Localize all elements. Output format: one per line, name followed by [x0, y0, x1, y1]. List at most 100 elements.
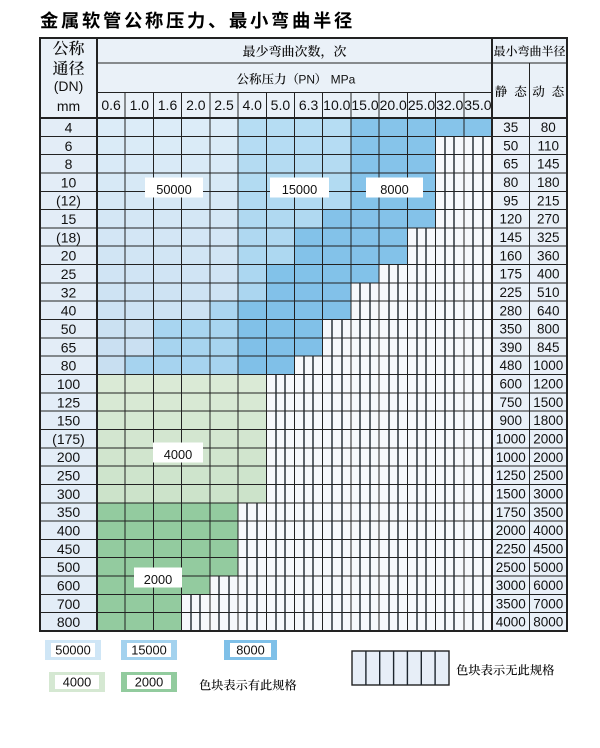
svg-text:2000: 2000: [533, 432, 563, 447]
svg-text:2.0: 2.0: [186, 97, 206, 113]
svg-text:1000: 1000: [533, 358, 563, 373]
svg-text:900: 900: [500, 413, 523, 428]
svg-text:750: 750: [500, 395, 523, 410]
svg-text:600: 600: [57, 578, 81, 594]
svg-text:0.6: 0.6: [101, 97, 121, 113]
svg-text:(18): (18): [56, 229, 81, 245]
svg-text:(175): (175): [52, 431, 85, 447]
svg-text:mm: mm: [57, 98, 80, 114]
svg-text:270: 270: [537, 212, 560, 227]
svg-text:300: 300: [57, 486, 81, 502]
svg-text:80: 80: [61, 358, 77, 374]
svg-text:8: 8: [65, 156, 73, 172]
svg-text:5000: 5000: [533, 560, 563, 575]
svg-text:5.0: 5.0: [271, 97, 291, 113]
svg-text:MPa: MPa: [331, 73, 356, 87]
svg-text:10.0: 10.0: [323, 97, 350, 113]
svg-text:15000: 15000: [131, 643, 167, 658]
svg-text:3500: 3500: [533, 505, 563, 520]
svg-text:15: 15: [61, 211, 77, 227]
svg-text:2000: 2000: [496, 523, 526, 538]
svg-text:450: 450: [57, 541, 81, 557]
svg-text:250: 250: [57, 468, 81, 484]
svg-text:4.0: 4.0: [242, 97, 262, 113]
svg-text:225: 225: [500, 285, 523, 300]
svg-text:500: 500: [57, 559, 81, 575]
svg-text:8000: 8000: [380, 182, 408, 197]
svg-text:145: 145: [537, 157, 560, 172]
svg-text:20.0: 20.0: [380, 97, 407, 113]
svg-text:35: 35: [503, 120, 518, 135]
svg-text:280: 280: [500, 303, 523, 318]
svg-text:8000: 8000: [533, 615, 563, 630]
svg-text:600: 600: [500, 377, 523, 392]
svg-text:(DN): (DN): [54, 78, 84, 94]
svg-text:145: 145: [500, 230, 523, 245]
svg-text:50000: 50000: [156, 182, 192, 197]
svg-text:8000: 8000: [236, 643, 264, 658]
svg-text:10: 10: [61, 174, 77, 190]
svg-text:845: 845: [537, 340, 560, 355]
svg-text:6000: 6000: [533, 578, 563, 593]
svg-text:4000: 4000: [496, 615, 526, 630]
svg-text:1200: 1200: [533, 377, 563, 392]
svg-text:480: 480: [500, 358, 523, 373]
svg-text:1.6: 1.6: [158, 97, 178, 113]
svg-text:1.0: 1.0: [130, 97, 150, 113]
svg-text:150: 150: [57, 413, 81, 429]
svg-text:1250: 1250: [496, 468, 526, 483]
svg-text:350: 350: [57, 504, 81, 520]
svg-text:400: 400: [57, 523, 81, 539]
svg-text:2000: 2000: [135, 675, 163, 690]
svg-text:800: 800: [537, 322, 560, 337]
svg-text:80: 80: [541, 120, 556, 135]
svg-text:32.0: 32.0: [436, 97, 463, 113]
svg-text:50: 50: [503, 138, 518, 153]
svg-text:50000: 50000: [55, 643, 91, 658]
svg-text:800: 800: [57, 614, 81, 630]
svg-text:110: 110: [538, 138, 560, 153]
svg-text:360: 360: [537, 248, 560, 263]
svg-text:2500: 2500: [533, 468, 563, 483]
svg-text:180: 180: [537, 175, 560, 190]
svg-text:175: 175: [500, 267, 523, 282]
svg-text:25: 25: [61, 266, 77, 282]
svg-text:7000: 7000: [533, 596, 563, 611]
svg-text:700: 700: [57, 596, 81, 612]
svg-text:3000: 3000: [496, 578, 526, 593]
svg-text:PN: PN: [298, 73, 315, 87]
svg-text:25.0: 25.0: [408, 97, 435, 113]
svg-text:640: 640: [537, 303, 560, 318]
svg-text:6: 6: [65, 138, 73, 154]
svg-text:200: 200: [57, 449, 81, 465]
svg-text:215: 215: [537, 193, 560, 208]
svg-text:4000: 4000: [533, 523, 563, 538]
svg-text:350: 350: [500, 322, 523, 337]
svg-text:390: 390: [500, 340, 523, 355]
svg-text:80: 80: [503, 175, 518, 190]
svg-text:125: 125: [57, 394, 81, 410]
svg-text:4000: 4000: [164, 447, 192, 462]
svg-text:400: 400: [537, 267, 560, 282]
svg-text:325: 325: [537, 230, 560, 245]
svg-text:6.3: 6.3: [299, 97, 319, 113]
svg-text:2000: 2000: [533, 450, 563, 465]
svg-text:4: 4: [65, 120, 73, 136]
svg-text:1500: 1500: [533, 395, 563, 410]
svg-text:15.0: 15.0: [351, 97, 378, 113]
svg-text:50: 50: [61, 321, 77, 337]
svg-text:1750: 1750: [496, 505, 526, 520]
svg-text:40: 40: [61, 303, 77, 319]
svg-text:160: 160: [500, 248, 523, 263]
svg-text:2000: 2000: [144, 572, 172, 587]
svg-text:510: 510: [537, 285, 560, 300]
svg-text:4500: 4500: [533, 542, 563, 557]
svg-text:2.5: 2.5: [214, 97, 234, 113]
svg-text:65: 65: [503, 157, 518, 172]
svg-text:3000: 3000: [533, 487, 563, 502]
svg-text:1000: 1000: [496, 432, 526, 447]
svg-text:(12): (12): [56, 193, 81, 209]
svg-text:32: 32: [61, 284, 77, 300]
svg-text:120: 120: [500, 212, 523, 227]
svg-text:35.0: 35.0: [464, 97, 491, 113]
